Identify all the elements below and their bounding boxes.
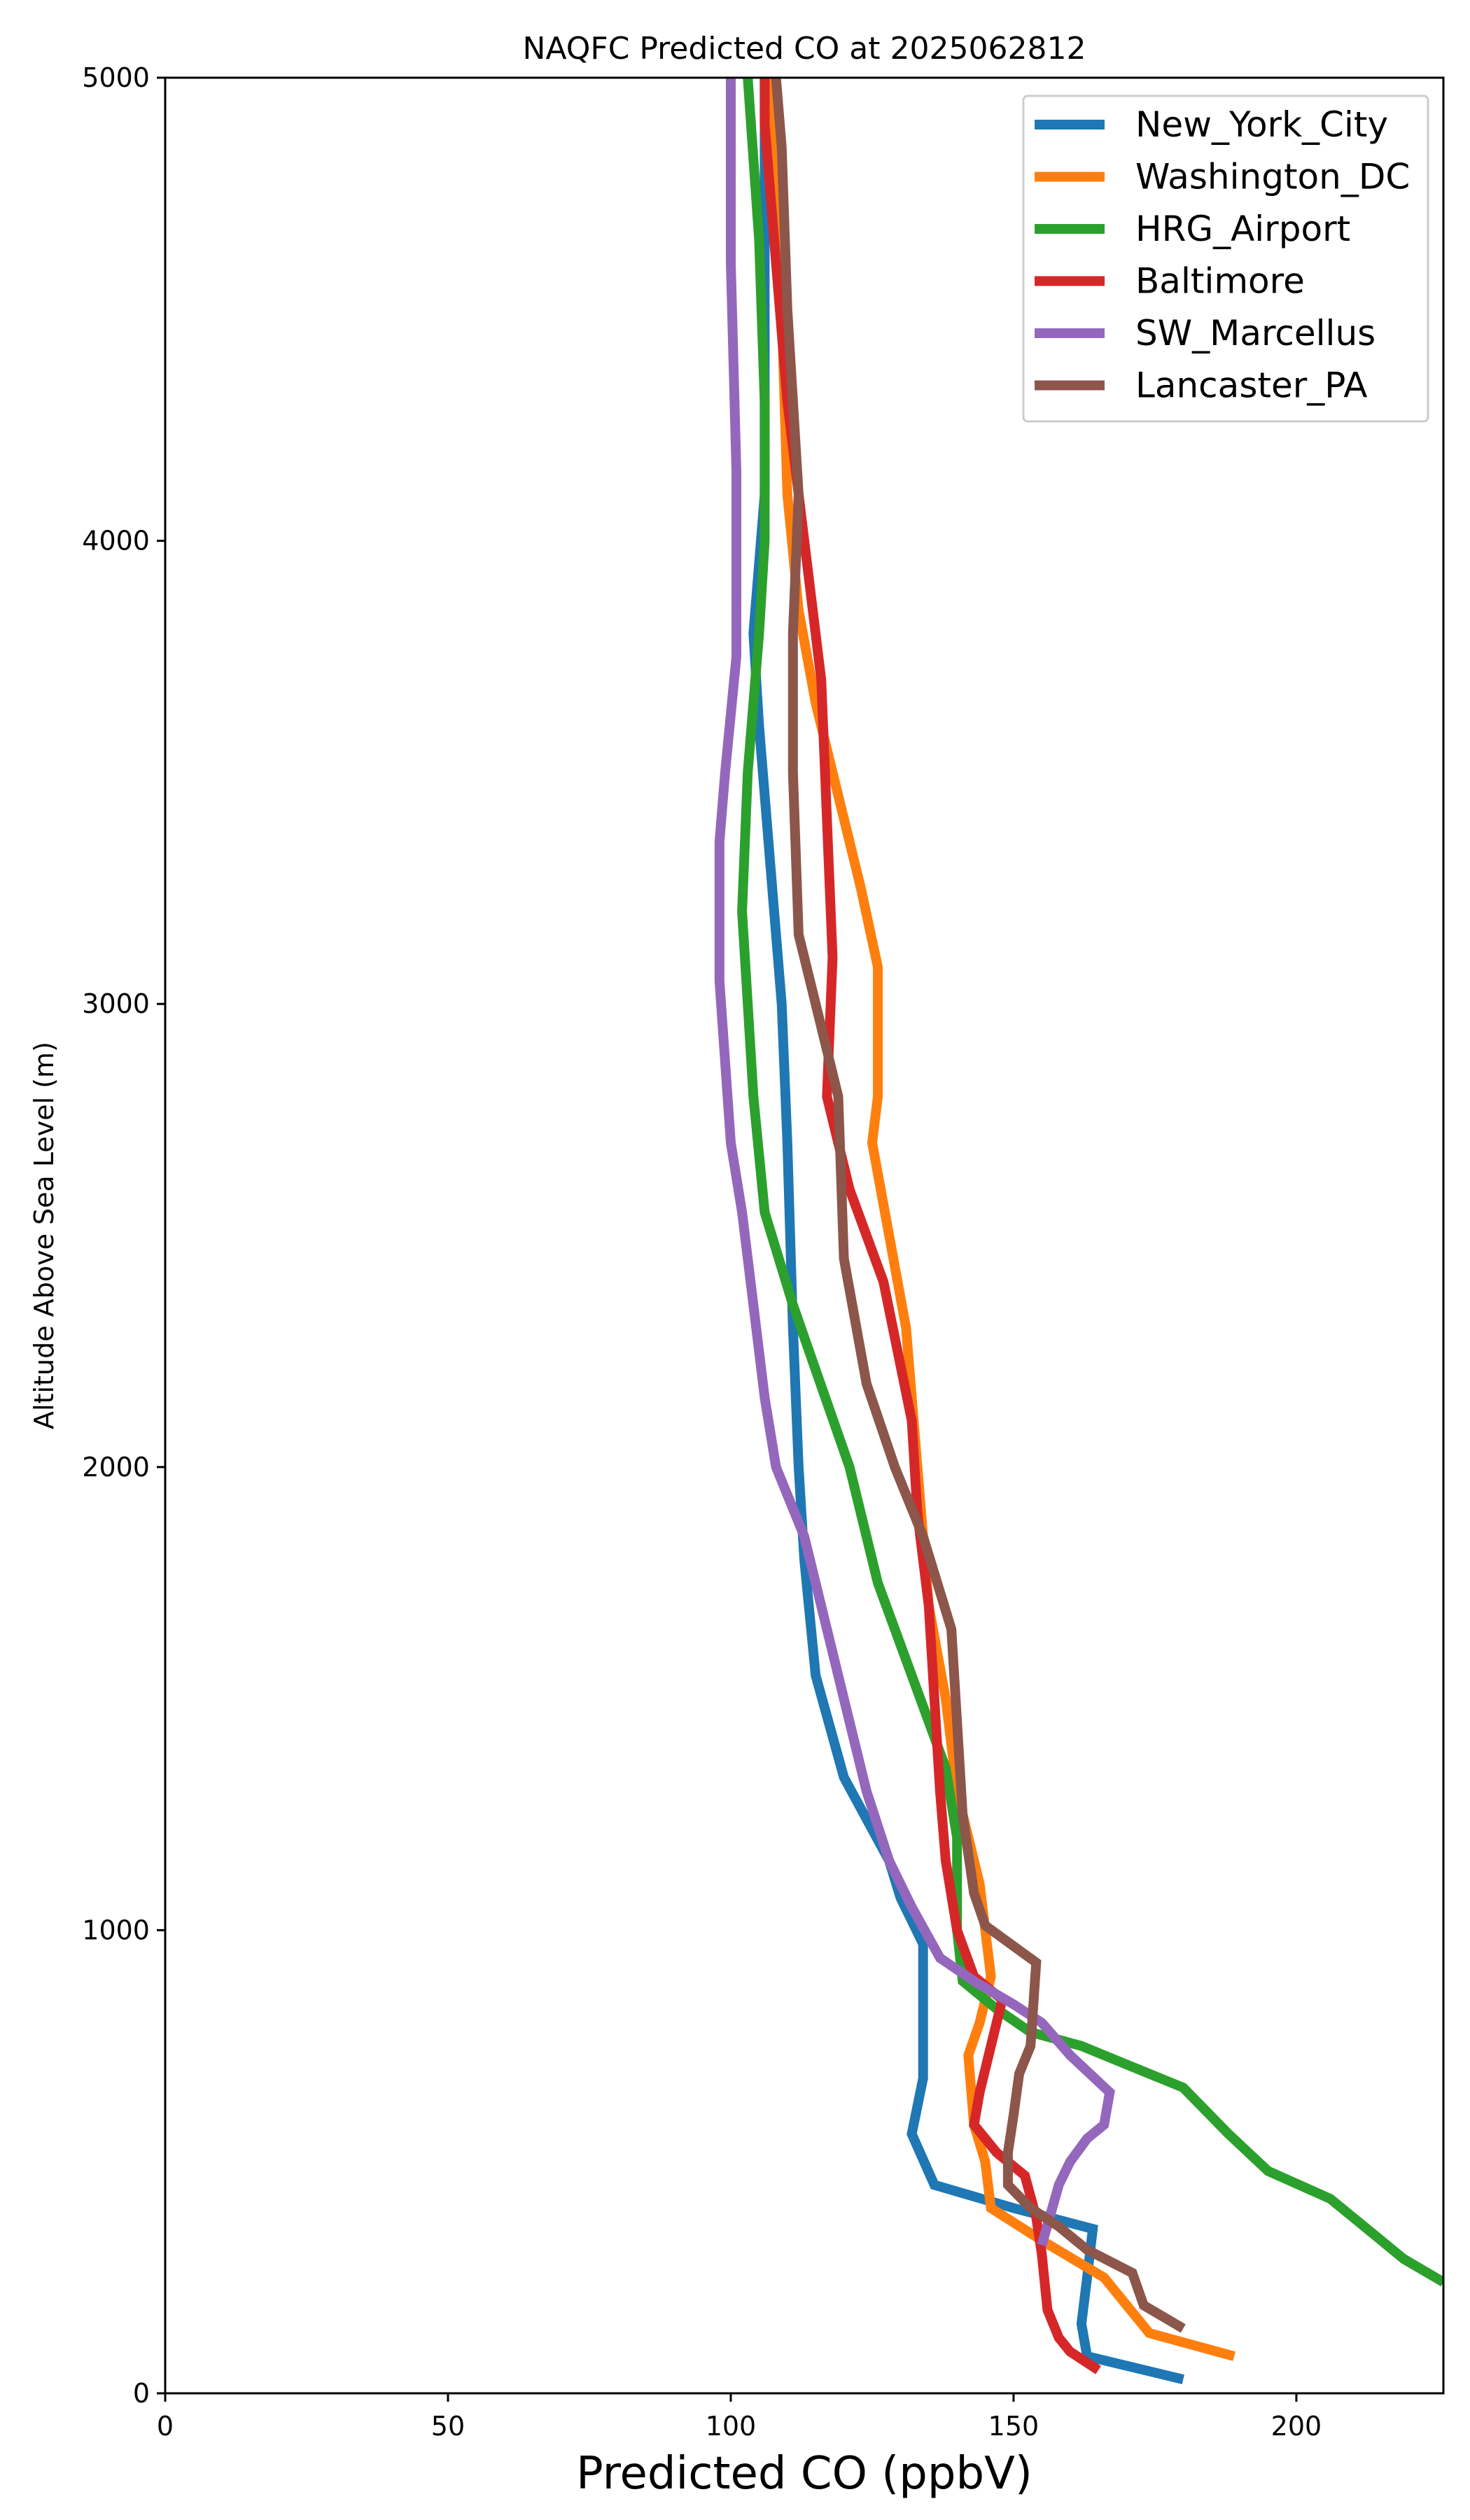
y-tick-label: 5000 [82,62,150,93]
x-tick-label: 0 [157,2411,174,2442]
plot-frame [164,76,1445,2395]
y-tick-label: 4000 [82,526,150,556]
x-axis-label: Predicted CO (ppbV) [576,2448,1032,2500]
legend-label-Washington_DC: Washington_DC [1135,157,1410,197]
legend-box [1022,94,1429,423]
legend-label-Lancaster_PA: Lancaster_PA [1135,365,1367,406]
legend-label-Baltimore: Baltimore [1135,261,1305,302]
y-tick-label: 2000 [82,1452,150,1483]
legend-label-New_York_City: New_York_City [1135,104,1388,145]
series-line-Lancaster_PA [771,78,1186,2333]
y-tick-label: 3000 [82,988,150,1019]
series-line-HRG_Airport [737,78,1443,2287]
y-tick-label: 0 [133,2378,150,2409]
legend: New_York_City Washington_DC HRG_Airport Bal… [1022,94,1429,423]
y-tick-label: 1000 [82,1914,150,1945]
y-axis-label: Altitude Above Sea Level (m) [29,1042,59,1429]
legend-label-SW_Marcellus: SW_Marcellus [1135,313,1376,354]
x-axis: 0 50 100 150 200 [157,2393,1322,2442]
x-tick-label: 100 [706,2411,757,2442]
x-tick-label: 50 [431,2411,465,2442]
y-axis: 0 1000 2000 3000 4000 5000 [82,62,165,2409]
x-tick-label: 200 [1271,2411,1322,2442]
x-tick-label: 150 [988,2411,1040,2442]
chart-title: NAQFC Predicted CO at 2025062812 [523,31,1086,66]
series-line-SW_Marcellus [714,78,1115,2247]
legend-label-HRG_Airport: HRG_Airport [1135,209,1350,249]
plot-area [714,78,1443,2385]
